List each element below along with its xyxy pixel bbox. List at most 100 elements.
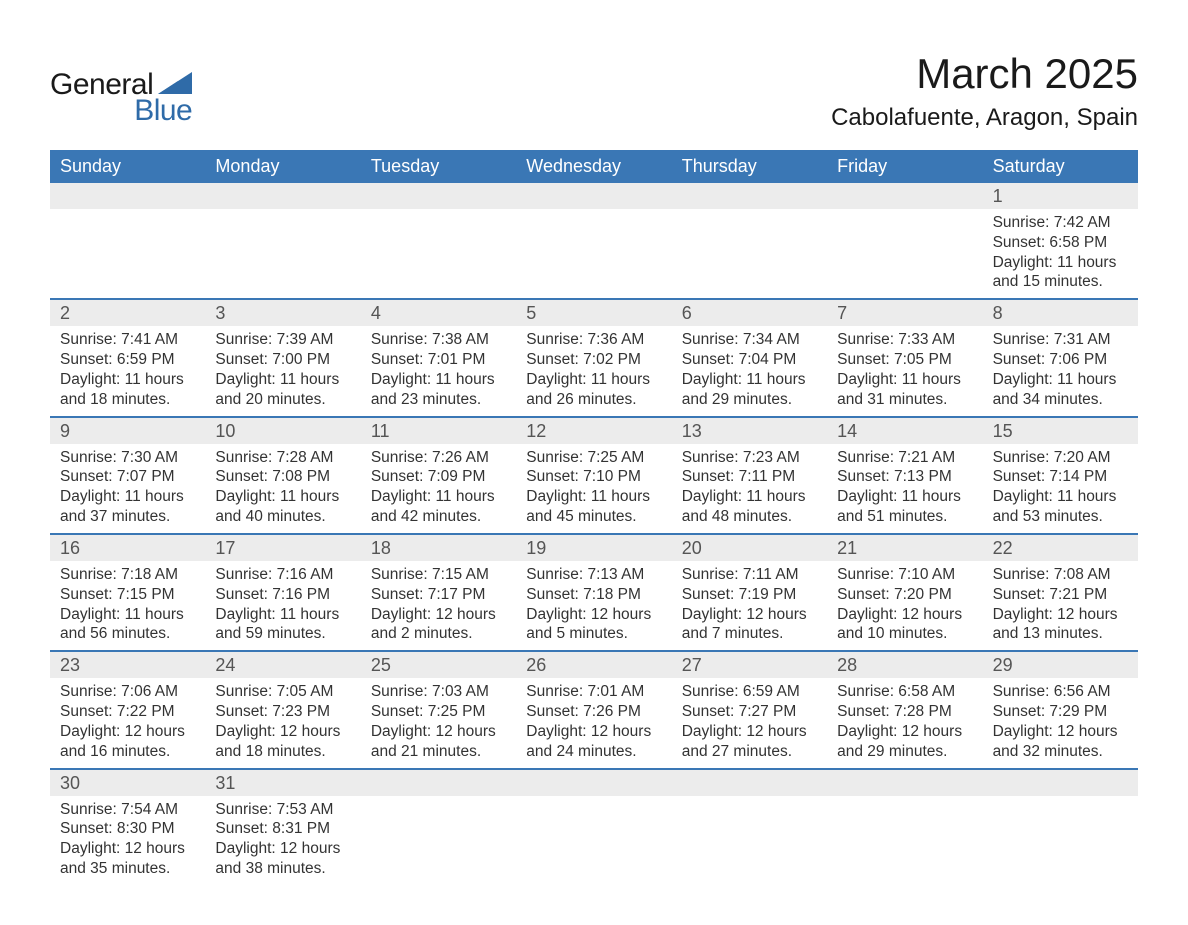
calendar-cell: 20Sunrise: 7:11 AMSunset: 7:19 PMDayligh… — [672, 535, 827, 650]
day-number: 21 — [827, 535, 982, 561]
cell-body: Sunrise: 7:16 AMSunset: 7:16 PMDaylight:… — [205, 561, 360, 650]
cell-body: Sunrise: 7:30 AMSunset: 7:07 PMDaylight:… — [50, 444, 205, 533]
day-number — [205, 183, 360, 209]
calendar-cell: 1Sunrise: 7:42 AMSunset: 6:58 PMDaylight… — [983, 183, 1138, 298]
cell-body: Sunrise: 7:54 AMSunset: 8:30 PMDaylight:… — [50, 796, 205, 885]
calendar-cell: 4Sunrise: 7:38 AMSunset: 7:01 PMDaylight… — [361, 300, 516, 415]
calendar-cell: 27Sunrise: 6:59 AMSunset: 7:27 PMDayligh… — [672, 652, 827, 767]
cell-body: Sunrise: 7:53 AMSunset: 8:31 PMDaylight:… — [205, 796, 360, 885]
cell-body: Sunrise: 7:01 AMSunset: 7:26 PMDaylight:… — [516, 678, 671, 767]
weeks-container: 1Sunrise: 7:42 AMSunset: 6:58 PMDaylight… — [50, 183, 1138, 885]
cell-body: Sunrise: 7:06 AMSunset: 7:22 PMDaylight:… — [50, 678, 205, 767]
day-header-thursday: Thursday — [672, 150, 827, 183]
cell-body: Sunrise: 7:21 AMSunset: 7:13 PMDaylight:… — [827, 444, 982, 533]
cell-body — [983, 796, 1138, 806]
calendar-cell — [827, 183, 982, 298]
sunset-text: Sunset: 7:14 PM — [993, 467, 1128, 487]
day-header-sunday: Sunday — [50, 150, 205, 183]
daylight-text: Daylight: 12 hours and 38 minutes. — [215, 839, 350, 879]
daylight-text: Daylight: 11 hours and 37 minutes. — [60, 487, 195, 527]
calendar-cell — [672, 183, 827, 298]
day-header-tuesday: Tuesday — [361, 150, 516, 183]
calendar-cell: 18Sunrise: 7:15 AMSunset: 7:17 PMDayligh… — [361, 535, 516, 650]
day-header-saturday: Saturday — [983, 150, 1138, 183]
daylight-text: Daylight: 11 hours and 45 minutes. — [526, 487, 661, 527]
sunset-text: Sunset: 7:22 PM — [60, 702, 195, 722]
calendar-cell: 23Sunrise: 7:06 AMSunset: 7:22 PMDayligh… — [50, 652, 205, 767]
cell-body: Sunrise: 6:59 AMSunset: 7:27 PMDaylight:… — [672, 678, 827, 767]
cell-body — [516, 796, 671, 806]
cell-body: Sunrise: 7:31 AMSunset: 7:06 PMDaylight:… — [983, 326, 1138, 415]
location-subtitle: Cabolafuente, Aragon, Spain — [831, 104, 1138, 132]
calendar-cell: 14Sunrise: 7:21 AMSunset: 7:13 PMDayligh… — [827, 418, 982, 533]
sunset-text: Sunset: 7:19 PM — [682, 585, 817, 605]
calendar-cell: 30Sunrise: 7:54 AMSunset: 8:30 PMDayligh… — [50, 770, 205, 885]
sunrise-text: Sunrise: 7:06 AM — [60, 682, 195, 702]
week-row: 16Sunrise: 7:18 AMSunset: 7:15 PMDayligh… — [50, 535, 1138, 652]
cell-body — [672, 209, 827, 219]
day-number: 15 — [983, 418, 1138, 444]
sunrise-text: Sunrise: 7:08 AM — [993, 565, 1128, 585]
calendar-cell — [50, 183, 205, 298]
daylight-text: Daylight: 11 hours and 31 minutes. — [837, 370, 972, 410]
calendar-cell: 29Sunrise: 6:56 AMSunset: 7:29 PMDayligh… — [983, 652, 1138, 767]
sunset-text: Sunset: 6:59 PM — [60, 350, 195, 370]
week-row: 2Sunrise: 7:41 AMSunset: 6:59 PMDaylight… — [50, 300, 1138, 417]
day-number: 6 — [672, 300, 827, 326]
sunset-text: Sunset: 7:05 PM — [837, 350, 972, 370]
daylight-text: Daylight: 11 hours and 42 minutes. — [371, 487, 506, 527]
daylight-text: Daylight: 11 hours and 15 minutes. — [993, 253, 1128, 293]
daylight-text: Daylight: 11 hours and 53 minutes. — [993, 487, 1128, 527]
sunrise-text: Sunrise: 7:21 AM — [837, 448, 972, 468]
day-number: 23 — [50, 652, 205, 678]
cell-body: Sunrise: 7:39 AMSunset: 7:00 PMDaylight:… — [205, 326, 360, 415]
sunrise-text: Sunrise: 7:18 AM — [60, 565, 195, 585]
daylight-text: Daylight: 12 hours and 5 minutes. — [526, 605, 661, 645]
calendar-cell: 19Sunrise: 7:13 AMSunset: 7:18 PMDayligh… — [516, 535, 671, 650]
sunset-text: Sunset: 7:16 PM — [215, 585, 350, 605]
daylight-text: Daylight: 11 hours and 56 minutes. — [60, 605, 195, 645]
day-number — [827, 183, 982, 209]
day-number — [672, 770, 827, 796]
calendar-cell — [205, 183, 360, 298]
sunset-text: Sunset: 7:28 PM — [837, 702, 972, 722]
sunrise-text: Sunrise: 7:10 AM — [837, 565, 972, 585]
calendar-cell: 5 Sunrise: 7:36 AMSunset: 7:02 PMDaylight… — [516, 300, 671, 415]
sunrise-text: Sunrise: 6:59 AM — [682, 682, 817, 702]
cell-body — [827, 796, 982, 806]
day-number — [827, 770, 982, 796]
sunset-text: Sunset: 7:29 PM — [993, 702, 1128, 722]
sunrise-text: Sunrise: 7:54 AM — [60, 800, 195, 820]
sunrise-text: Sunrise: 6:56 AM — [993, 682, 1128, 702]
daylight-text: Daylight: 11 hours and 40 minutes. — [215, 487, 350, 527]
day-number: 5 — [516, 300, 671, 326]
day-number: 19 — [516, 535, 671, 561]
daylight-text: Daylight: 11 hours and 26 minutes. — [526, 370, 661, 410]
cell-body: Sunrise: 6:58 AMSunset: 7:28 PMDaylight:… — [827, 678, 982, 767]
daylight-text: Daylight: 11 hours and 23 minutes. — [371, 370, 506, 410]
sunrise-text: Sunrise: 7:39 AM — [215, 330, 350, 350]
daylight-text: Daylight: 12 hours and 18 minutes. — [215, 722, 350, 762]
sunrise-text: Sunrise: 7:38 AM — [371, 330, 506, 350]
sunset-text: Sunset: 7:02 PM — [526, 350, 661, 370]
calendar-cell: 22Sunrise: 7:08 AMSunset: 7:21 PMDayligh… — [983, 535, 1138, 650]
day-number: 25 — [361, 652, 516, 678]
day-number — [361, 183, 516, 209]
day-number: 20 — [672, 535, 827, 561]
sunset-text: Sunset: 7:15 PM — [60, 585, 195, 605]
sunset-text: Sunset: 7:26 PM — [526, 702, 661, 722]
cell-body: Sunrise: 7:05 AMSunset: 7:23 PMDaylight:… — [205, 678, 360, 767]
calendar-cell: 26Sunrise: 7:01 AMSunset: 7:26 PMDayligh… — [516, 652, 671, 767]
sunrise-text: Sunrise: 7:30 AM — [60, 448, 195, 468]
daylight-text: Daylight: 12 hours and 29 minutes. — [837, 722, 972, 762]
sunset-text: Sunset: 7:08 PM — [215, 467, 350, 487]
week-row: 1Sunrise: 7:42 AMSunset: 6:58 PMDaylight… — [50, 183, 1138, 300]
calendar-cell: 13Sunrise: 7:23 AMSunset: 7:11 PMDayligh… — [672, 418, 827, 533]
sunrise-text: Sunrise: 7:31 AM — [993, 330, 1128, 350]
sunrise-text: Sunrise: 7:36 AM — [526, 330, 661, 350]
sunrise-text: Sunrise: 7:01 AM — [526, 682, 661, 702]
sunset-text: Sunset: 7:10 PM — [526, 467, 661, 487]
cell-body: Sunrise: 7:34 AMSunset: 7:04 PMDaylight:… — [672, 326, 827, 415]
day-number: 30 — [50, 770, 205, 796]
cell-body — [672, 796, 827, 806]
